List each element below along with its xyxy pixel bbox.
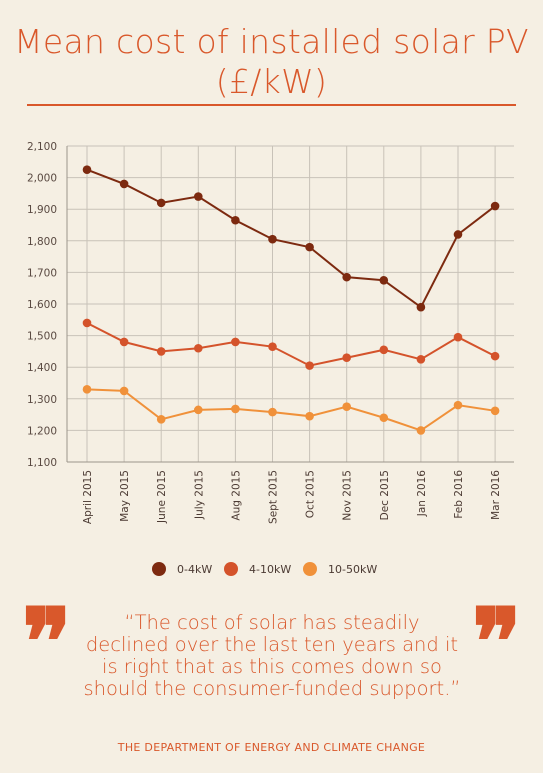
y-tick-label: 2,100 xyxy=(27,141,57,153)
y-tick-label: 1,200 xyxy=(27,425,57,437)
data-point-4-10kW xyxy=(416,355,426,364)
legend-item-0-4kw: 0-4kW xyxy=(152,562,212,576)
data-point-4-10kW xyxy=(82,318,92,328)
x-tick-label: Jan 2016 xyxy=(416,470,428,518)
series-line-0-4kW xyxy=(86,168,496,309)
data-point-4-10kW xyxy=(119,337,129,347)
x-tick-label: Aug 2015 xyxy=(230,470,242,521)
data-point-4-10kW xyxy=(305,361,314,370)
x-tick-label: Sept 2015 xyxy=(268,470,280,524)
data-point-10-50kW xyxy=(379,413,389,423)
data-point-10-50kW xyxy=(231,404,240,414)
data-point-0-4kW xyxy=(82,165,92,174)
legend-swatch-10-50kw xyxy=(303,562,317,576)
series-line-10-50kW xyxy=(86,388,496,432)
data-point-4-10kW xyxy=(231,337,240,347)
data-point-4-10kW xyxy=(156,347,166,356)
page-title: Mean cost of installed solar PV (£/kW) xyxy=(0,22,543,102)
y-tick-label: 1,300 xyxy=(27,394,57,406)
legend-label-4-10kw: 4-10kW xyxy=(249,562,292,576)
close-quote-icon: ❞ xyxy=(472,588,521,696)
y-tick-label: 1,800 xyxy=(27,236,57,248)
data-point-0-4kW xyxy=(379,276,389,285)
line-chart: 1,100 1,200 1,300 1,400 1,500 1,600 1,700 1,800… xyxy=(27,141,514,524)
legend-label-10-50kw: 10-50kW xyxy=(328,562,378,576)
data-point-0-4kW xyxy=(416,302,426,312)
y-tick-label: 1,900 xyxy=(27,204,57,216)
data-point-4-10kW xyxy=(342,353,352,363)
x-tick-label: April 2015 xyxy=(82,470,94,524)
x-tick-label: Mar 2016 xyxy=(490,470,502,520)
data-point-10-50kW xyxy=(416,426,426,435)
data-point-4-10kW xyxy=(268,342,277,351)
quote-text: “The cost of solar has steadily declined… xyxy=(83,611,461,700)
open-quote-icon: ❞ xyxy=(22,588,71,696)
data-point-0-4kW xyxy=(490,201,500,211)
data-point-10-50kW xyxy=(342,402,352,412)
data-point-0-4kW xyxy=(156,198,166,208)
y-tick-label: 2,000 xyxy=(27,173,57,185)
data-point-0-4kW xyxy=(305,242,314,252)
x-tick-label: Oct 2015 xyxy=(305,470,317,518)
data-point-0-4kW xyxy=(268,234,277,244)
data-point-10-50kW xyxy=(453,400,463,410)
x-tick-label: Feb 2016 xyxy=(453,470,465,519)
data-point-0-4kW xyxy=(119,179,129,189)
data-point-0-4kW xyxy=(342,272,352,282)
chart-legend: 0-4kW 4-10kW 10-50kW xyxy=(0,562,543,582)
data-point-0-4kW xyxy=(231,215,240,225)
y-tick-label: 1,500 xyxy=(27,331,57,343)
data-point-10-50kW xyxy=(156,415,166,424)
quote-source: THE DEPARTMENT OF ENERGY AND CLIMATE CHA… xyxy=(117,741,426,754)
data-point-4-10kW xyxy=(453,332,463,342)
legend-swatch-4-10kw xyxy=(224,562,238,576)
title-line-1: Mean cost of installed solar PV xyxy=(14,22,529,61)
data-point-10-50kW xyxy=(119,386,129,396)
y-tick-label: 1,600 xyxy=(27,299,57,311)
data-point-0-4kW xyxy=(453,230,463,239)
legend-swatch-0-4kw xyxy=(152,562,166,576)
legend-item-10-50kw: 10-50kW xyxy=(303,562,377,576)
data-point-10-50kW xyxy=(194,405,203,415)
x-tick-label: Dec 2015 xyxy=(379,470,391,520)
title-line-2: (£/kW) xyxy=(215,62,328,101)
legend-item-4-10kw: 4-10kW xyxy=(224,562,291,576)
x-tick-label: Nov 2015 xyxy=(342,470,354,521)
series-line-4-10kW xyxy=(86,322,496,367)
data-point-10-50kW xyxy=(490,406,500,416)
data-point-10-50kW xyxy=(82,385,92,394)
y-tick-label: 1,100 xyxy=(27,457,57,469)
data-point-4-10kW xyxy=(490,351,500,361)
x-tick-label: May 2015 xyxy=(119,470,131,522)
y-tick-label: 1,700 xyxy=(27,267,57,279)
title-divider xyxy=(27,104,516,106)
data-point-4-10kW xyxy=(194,343,203,353)
legend-label-0-4kw: 0-4kW xyxy=(177,562,213,576)
data-point-10-50kW xyxy=(268,407,277,417)
data-point-10-50kW xyxy=(305,411,314,421)
x-tick-label: June 2015 xyxy=(156,470,168,524)
y-tick-label: 1,400 xyxy=(27,362,57,374)
data-point-4-10kW xyxy=(379,345,389,355)
x-tick-label: July 2015 xyxy=(193,470,205,520)
data-point-0-4kW xyxy=(194,192,203,201)
